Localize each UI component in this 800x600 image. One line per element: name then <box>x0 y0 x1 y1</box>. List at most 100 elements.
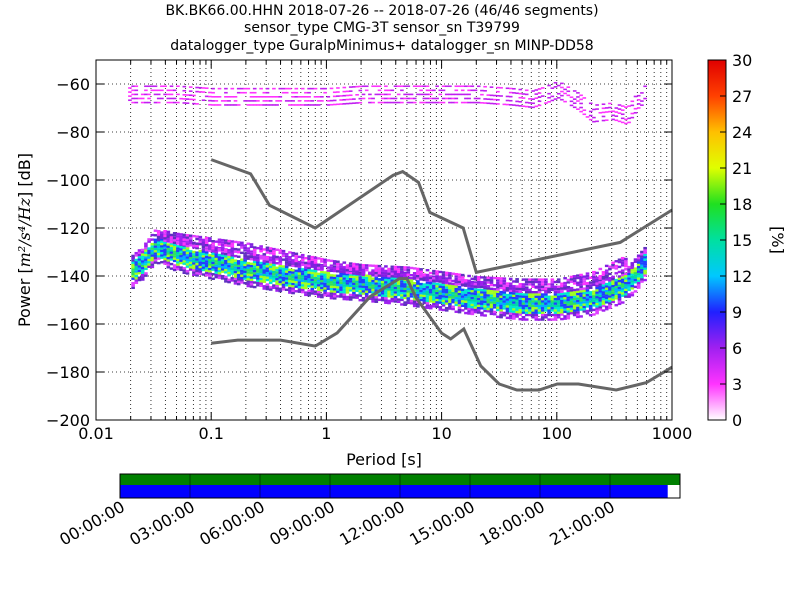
psd-cell <box>230 279 235 282</box>
psd-cell <box>534 300 539 303</box>
psd-cell <box>524 300 529 303</box>
psd-cell <box>352 282 356 285</box>
psd-cell <box>608 283 612 287</box>
psd-cell <box>150 233 155 237</box>
psd-cell <box>633 285 638 289</box>
psd-cell <box>560 282 564 285</box>
psd-cell <box>348 275 353 278</box>
psd-cell <box>310 280 315 284</box>
psd-cell <box>156 235 161 239</box>
psd-cell <box>409 281 414 284</box>
psd-cell <box>403 301 407 304</box>
psd-cell <box>534 280 539 284</box>
psd-cell <box>134 270 139 273</box>
psd-cell <box>339 279 343 282</box>
psd-cell <box>240 267 244 271</box>
psd-cell <box>531 283 535 286</box>
psd-cell <box>217 267 222 270</box>
psd-cell <box>147 265 151 268</box>
psd-cell <box>198 240 203 244</box>
psd-cell <box>435 303 439 306</box>
psd-cell <box>422 301 427 304</box>
psd-cell <box>614 115 619 117</box>
psd-cell <box>208 99 212 102</box>
colorbar-tick-label: 24 <box>732 123 752 142</box>
psd-cell <box>496 288 500 291</box>
psd-cell <box>544 280 548 284</box>
psd-cell <box>278 87 283 90</box>
psd-cell <box>172 250 177 253</box>
psd-cell <box>259 275 263 278</box>
psd-cell <box>624 288 628 292</box>
psd-cell <box>441 285 446 289</box>
psd-cell <box>259 282 263 285</box>
psd-cell <box>294 278 299 282</box>
psd-cell <box>316 293 321 296</box>
psd-cell <box>444 300 449 303</box>
y-axis-label: Power [m²/s⁴/Hz] [dB] <box>15 153 34 327</box>
psd-cell <box>288 275 292 278</box>
psd-cell <box>358 278 363 281</box>
psd-cell <box>371 300 375 303</box>
psd-cell <box>272 263 276 267</box>
psd-cell <box>464 279 468 282</box>
psd-cell <box>265 104 270 106</box>
psd-cell <box>544 306 548 310</box>
psd-cell <box>243 249 247 252</box>
psd-cell <box>368 288 372 291</box>
psd-cell <box>272 266 276 269</box>
psd-cell <box>275 284 279 288</box>
psd-cell <box>262 257 267 261</box>
y-tick-label: −180 <box>46 363 90 382</box>
psd-cell <box>310 271 315 275</box>
psd-cell <box>438 294 443 298</box>
psd-cell <box>320 293 324 297</box>
psd-cell <box>534 309 539 312</box>
psd-cell <box>281 91 286 94</box>
psd-cell <box>515 313 519 316</box>
psd-cell <box>358 287 363 290</box>
psd-cell <box>281 281 286 284</box>
psd-cell <box>144 256 148 259</box>
psd-cell <box>316 290 321 294</box>
psd-cell <box>195 86 199 89</box>
psd-cell <box>316 264 321 267</box>
psd-cell <box>211 87 215 90</box>
psd-cell <box>588 291 593 294</box>
psd-cell <box>620 261 625 265</box>
psd-cell <box>598 274 603 278</box>
psd-cell <box>195 253 199 257</box>
psd-cell <box>230 247 235 250</box>
psd-cell <box>569 280 574 283</box>
psd-cell <box>544 309 548 312</box>
psd-cell <box>480 291 484 294</box>
psd-cell <box>326 259 331 262</box>
psd-cell <box>444 93 449 96</box>
psd-cell <box>294 87 299 90</box>
psd-cell <box>304 291 308 294</box>
psd-cell <box>505 316 510 320</box>
chart-title-line-3: datalogger_type GuralpMinimus+ datalogge… <box>170 38 593 54</box>
psd-cell <box>531 90 535 92</box>
psd-cell <box>592 301 596 305</box>
psd-cell <box>371 281 375 285</box>
psd-cell <box>419 296 423 299</box>
psd-cell <box>640 264 644 267</box>
psd-cell <box>163 85 167 88</box>
psd-cell <box>361 292 366 295</box>
psd-cell <box>592 304 596 307</box>
psd-cell <box>236 248 241 251</box>
psd-cell <box>457 304 462 307</box>
psd-cell <box>480 283 484 286</box>
psd-cell <box>508 289 513 293</box>
psd-cell <box>300 274 305 278</box>
psd-cell <box>131 85 135 88</box>
psd-cell <box>323 87 327 90</box>
psd-cell <box>425 278 430 282</box>
psd-cell <box>297 288 302 291</box>
psd-cell <box>371 291 375 294</box>
psd-cell <box>508 91 513 94</box>
psd-cell <box>144 247 148 250</box>
psd-cell <box>169 249 174 252</box>
psd-cell <box>220 277 225 280</box>
